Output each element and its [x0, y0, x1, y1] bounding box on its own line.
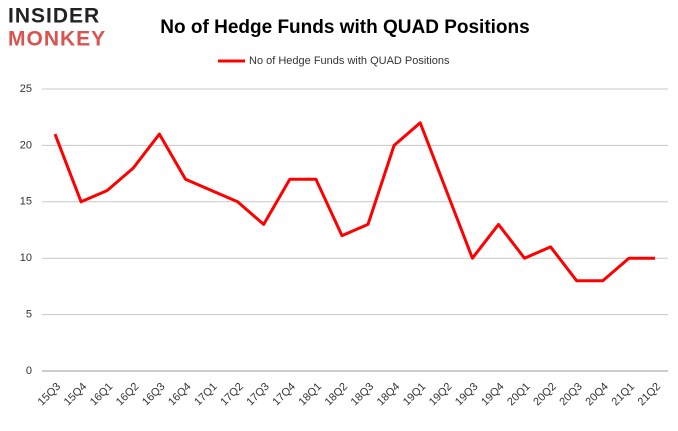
- y-tick-label: 25: [20, 83, 32, 95]
- line-series: [53, 121, 655, 283]
- y-tick-label: 20: [20, 139, 32, 151]
- logo-bottom: MONKEY: [8, 28, 106, 51]
- y-tick-label: 0: [26, 365, 32, 377]
- y-tick-label: 5: [26, 309, 32, 321]
- legend-label: No of Hedge Funds with QUAD Positions: [249, 55, 450, 67]
- logo-top: INSIDER: [8, 5, 100, 28]
- chart-title: No of Hedge Funds with QUAD Positions: [160, 17, 529, 38]
- y-tick-label: 10: [20, 252, 32, 264]
- y-tick-label: 15: [20, 196, 32, 208]
